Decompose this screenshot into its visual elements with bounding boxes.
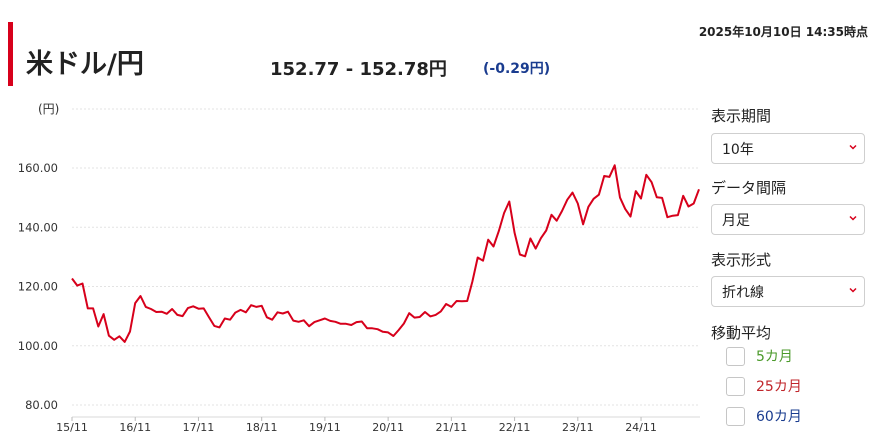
y-tick-label: 80.00	[25, 398, 58, 412]
interval-select-value: 月足	[722, 212, 750, 229]
chevron-down-icon	[849, 215, 857, 221]
y-tick-label: 160.00	[18, 161, 58, 175]
x-tick-label: 19/11	[309, 421, 341, 434]
ma-5-checkbox[interactable]	[726, 346, 745, 366]
x-tick-label: 23/11	[562, 421, 594, 434]
style-select-value: 折れ線	[722, 284, 764, 301]
x-tick-label: 20/11	[372, 421, 404, 434]
x-tick-label: 21/11	[436, 421, 468, 434]
x-tick-label: 15/11	[56, 421, 88, 434]
ma-5-label: 5カ月	[756, 349, 793, 365]
ma-5-option[interactable]: 5カ月	[726, 346, 793, 366]
price-change: (-0.29円)	[483, 61, 551, 77]
ma-25-label: 25カ月	[756, 379, 802, 395]
period-select[interactable]: 10年	[711, 133, 865, 164]
moving-average-label: 移動平均	[711, 324, 772, 342]
page-title: 米ドル/円	[26, 49, 144, 80]
x-tick-label: 24/11	[625, 421, 657, 434]
ma-25-option[interactable]: 25カ月	[726, 376, 802, 396]
chevron-down-icon	[849, 144, 857, 150]
x-tick-label: 22/11	[499, 421, 531, 434]
interval-label: データ間隔	[711, 179, 787, 197]
style-select[interactable]: 折れ線	[711, 276, 865, 307]
chevron-down-icon	[849, 287, 857, 293]
ma-60-option[interactable]: 60カ月	[726, 406, 802, 426]
style-label: 表示形式	[711, 251, 772, 269]
period-select-value: 10年	[722, 141, 754, 158]
y-tick-label: 120.00	[18, 280, 58, 294]
period-label: 表示期間	[711, 107, 772, 125]
x-tick-label: 18/11	[246, 421, 278, 434]
ma-60-label: 60カ月	[756, 409, 802, 425]
timestamp: 2025年10月10日 14:35時点	[698, 25, 868, 39]
price-line	[71, 164, 700, 343]
x-tick-label: 16/11	[119, 421, 151, 434]
ma-25-checkbox[interactable]	[726, 376, 745, 396]
ma-60-checkbox[interactable]	[726, 406, 745, 426]
x-tick-label: 17/11	[183, 421, 215, 434]
quote-price: 152.77 - 152.78円	[270, 59, 447, 80]
interval-select[interactable]: 月足	[711, 204, 865, 235]
price-chart: (円) 80.00 100.00 120.00 140.00 160.00 15/11 16…	[18, 102, 700, 434]
y-tick-label: 100.00	[18, 339, 58, 353]
title-accent-bar	[8, 22, 13, 86]
y-axis-unit-label: (円)	[38, 102, 59, 116]
y-tick-label: 140.00	[18, 220, 58, 234]
